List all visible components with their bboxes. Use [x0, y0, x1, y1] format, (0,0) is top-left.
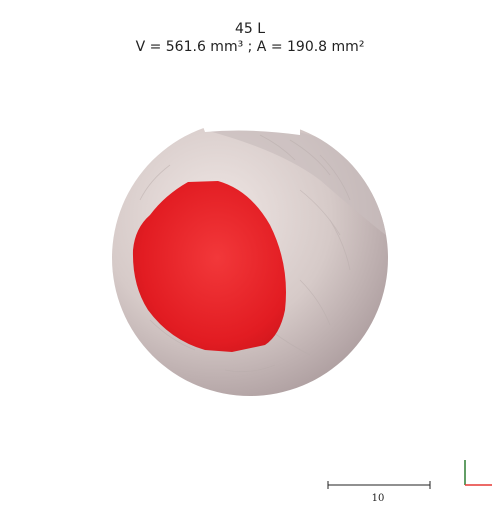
scale-bar: [327, 481, 431, 489]
scale-bar-label: 10: [371, 493, 385, 504]
specimen-label: 45 L: [234, 21, 266, 37]
measurements-label: V = 561.6 mm³ ; A = 190.8 mm²: [135, 39, 365, 55]
orientation-axes-icon: [464, 460, 492, 486]
lesion-region: [132, 181, 286, 352]
